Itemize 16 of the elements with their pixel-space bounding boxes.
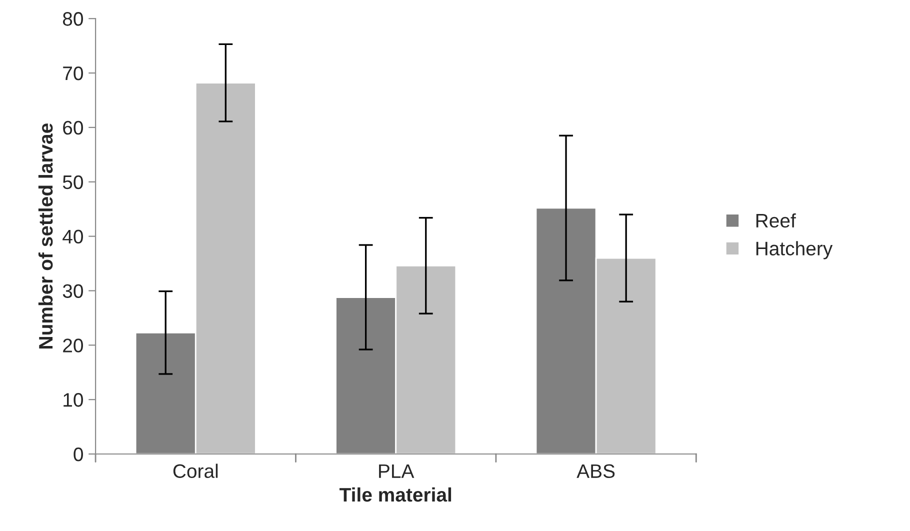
y-axis-title: Number of settled larvae — [38, 123, 53, 348]
x-axis-title: Tile material — [340, 487, 452, 502]
x-tick-label: Coral — [173, 464, 218, 478]
y-tick-label: 30 — [62, 284, 83, 298]
x-tick-label: PLA — [379, 464, 414, 478]
legend-label: Hatchery — [756, 241, 833, 260]
y-tick-label: 60 — [63, 120, 83, 135]
y-tick-label: 80 — [62, 12, 83, 26]
y-tick-label: 20 — [63, 338, 83, 352]
y-tick-label: 50 — [62, 175, 83, 190]
y-tick-label: 10 — [64, 393, 83, 407]
y-tick-label: 70 — [63, 66, 83, 80]
legend-label: Reef — [756, 213, 796, 228]
y-tick-label: 0 — [74, 447, 83, 462]
x-tick-label: ABS — [576, 464, 615, 478]
y-tick-label: 40 — [62, 230, 83, 244]
